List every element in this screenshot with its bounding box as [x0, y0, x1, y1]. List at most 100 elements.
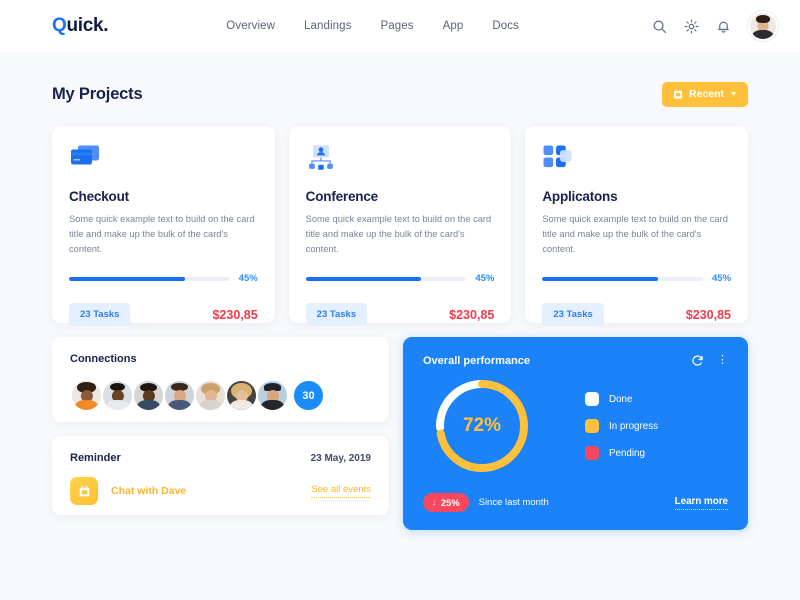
project-card-description: Some quick example text to build on the …	[69, 214, 255, 255]
progress-fill	[69, 276, 185, 281]
dashboard-content: My Projects Recent ▼	[0, 52, 800, 530]
avatar[interactable]	[748, 11, 778, 41]
credit-card-icon	[69, 144, 258, 178]
price-label: $230,85	[685, 307, 732, 322]
apps-grid-icon	[542, 144, 731, 178]
project-card-conference[interactable]: Conference Some quick example text to bu…	[288, 126, 512, 327]
progress-value: 45%	[238, 273, 258, 285]
refresh-icon[interactable]	[691, 354, 704, 367]
brand-logo-mark: Q	[52, 15, 67, 36]
recent-filter-label: Recent	[689, 88, 725, 100]
progress-row: 45%	[542, 273, 731, 284]
page-header-row: My Projects Recent ▼	[52, 78, 748, 110]
brand-logo-text: uick.	[66, 15, 109, 36]
legend-item-done: Done	[585, 392, 658, 406]
tasks-badge[interactable]: 23 Tasks	[305, 303, 368, 327]
main-nav: Overview Landings Pages App Docs	[226, 20, 519, 32]
connection-avatar-2[interactable]	[101, 379, 134, 412]
search-icon[interactable]	[652, 19, 667, 34]
top-bar-actions	[652, 11, 778, 41]
progress-value: 45%	[712, 273, 732, 285]
legend-label-in-progress: In progress	[609, 420, 659, 432]
connection-avatar-5[interactable]	[194, 379, 227, 412]
see-all-events-link[interactable]: See all events	[311, 484, 371, 498]
card-footer: 23 Tasks $230,85	[542, 303, 732, 327]
recent-filter-button[interactable]: Recent ▼	[662, 81, 748, 107]
brand-logo[interactable]: Quick.	[52, 15, 109, 37]
legend-item-in-progress: In progress	[585, 419, 658, 433]
nav-item-overview[interactable]: Overview	[226, 20, 276, 32]
connections-panel: Connections	[52, 337, 389, 422]
legend-swatch-done	[585, 392, 599, 406]
reminder-date: 23 May, 2019	[310, 452, 371, 464]
progress-row: 45%	[305, 273, 494, 284]
calendar-icon	[673, 88, 683, 100]
delta-description: Since last month	[478, 497, 549, 508]
legend-label-done: Done	[609, 393, 633, 405]
reminder-panel: Reminder 23 May, 2019 Chat wit	[52, 436, 389, 515]
delta-value: 25%	[441, 497, 460, 508]
nav-item-landings[interactable]: Landings	[304, 20, 352, 32]
connections-title: Connections	[70, 353, 137, 365]
overall-performance-panel: Overall performance ⋮	[403, 337, 748, 530]
price-label: $230,85	[212, 307, 258, 322]
connection-avatar-6[interactable]	[225, 379, 258, 412]
performance-header: Overall performance ⋮	[423, 354, 728, 367]
learn-more-link[interactable]: Learn more	[674, 496, 728, 510]
reminder-title: Reminder	[70, 452, 121, 464]
performance-actions: ⋮	[691, 354, 728, 367]
progress-track	[305, 276, 467, 281]
reminder-body: Chat with Dave See all events	[70, 477, 371, 505]
chevron-down-icon: ▼	[730, 90, 737, 98]
bell-icon[interactable]	[716, 19, 731, 34]
reminder-event-label[interactable]: Chat with Dave	[111, 485, 187, 497]
left-column: Connections	[52, 337, 389, 530]
nav-item-app[interactable]: App	[442, 20, 464, 32]
connections-more-count[interactable]: 30	[292, 379, 325, 412]
delta-badge: ↓ 25%	[423, 493, 469, 512]
legend-swatch-pending	[585, 446, 599, 460]
avatar-photo	[750, 13, 776, 39]
project-card-checkout[interactable]: Checkout Some quick example text to buil…	[52, 126, 275, 327]
calendar-icon	[70, 477, 98, 505]
page-title: My Projects	[52, 84, 143, 103]
tasks-badge[interactable]: 23 Tasks	[69, 303, 131, 327]
project-card-applications[interactable]: Applicatons Some quick example text to b…	[525, 126, 749, 327]
tasks-badge[interactable]: 23 Tasks	[542, 303, 604, 327]
connection-avatar-3[interactable]	[132, 379, 165, 412]
reminder-header: Reminder 23 May, 2019	[70, 452, 371, 464]
performance-legend: Done In progress Pending	[585, 392, 658, 460]
org-chart-icon	[306, 144, 495, 178]
project-card-description: Some quick example text to build on the …	[305, 214, 492, 255]
nav-item-pages[interactable]: Pages	[380, 20, 414, 32]
donut-center-label: 72%	[462, 415, 502, 436]
project-card-title: Checkout	[69, 189, 129, 204]
more-vertical-icon[interactable]: ⋮	[717, 354, 728, 366]
project-cards: Checkout Some quick example text to buil…	[52, 126, 749, 327]
progress-fill	[305, 276, 422, 281]
progress-track	[69, 276, 230, 281]
connection-avatar-7[interactable]	[256, 379, 289, 412]
performance-title: Overall performance	[423, 354, 530, 367]
progress-track	[542, 276, 703, 281]
arrow-down-icon: ↓	[432, 497, 436, 507]
legend-item-pending: Pending	[585, 446, 658, 460]
nav-item-docs[interactable]: Docs	[492, 20, 519, 32]
project-card-description: Some quick example text to build on the …	[542, 214, 728, 255]
lower-section: Connections	[52, 337, 748, 530]
top-navigation-bar: Quick. Overview Landings Pages App Docs	[0, 0, 800, 52]
performance-footer: ↓ 25% Since last month Learn more	[423, 493, 728, 512]
card-footer: 23 Tasks $230,85	[305, 303, 494, 327]
gear-icon[interactable]	[684, 19, 699, 34]
legend-label-pending: Pending	[609, 447, 645, 459]
project-card-title: Applicatons	[542, 189, 618, 204]
card-footer: 23 Tasks $230,85	[69, 303, 258, 327]
connections-avatar-row: 30	[70, 379, 371, 412]
legend-swatch-in-progress	[585, 419, 599, 433]
progress-row: 45%	[69, 273, 258, 284]
connection-avatar-4[interactable]	[163, 379, 196, 412]
connection-avatar-1[interactable]	[70, 379, 103, 412]
performance-body: 72% Done In progress Pend	[423, 373, 728, 479]
donut-svg	[436, 380, 528, 472]
